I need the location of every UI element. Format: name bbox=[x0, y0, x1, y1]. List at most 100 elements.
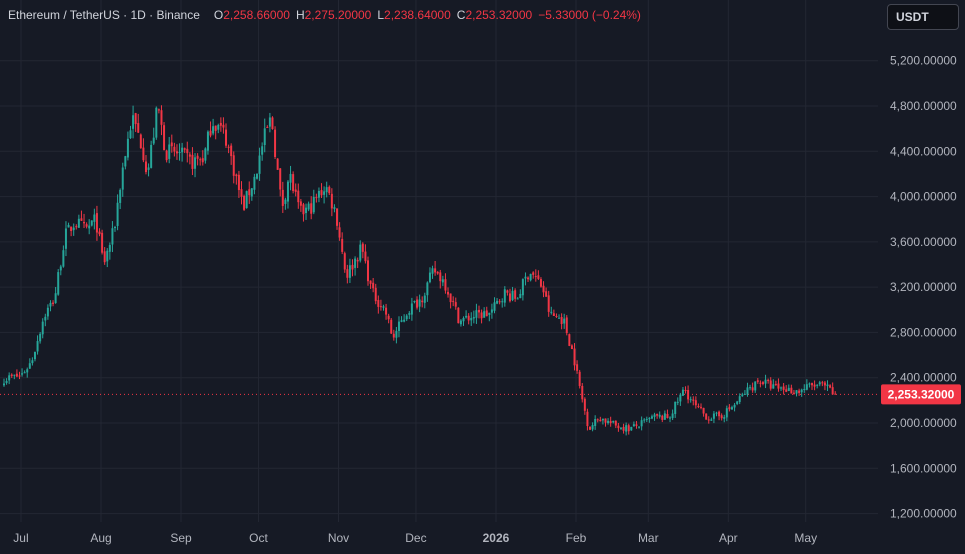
candle-body bbox=[341, 238, 344, 252]
x-axis: Jul Aug Sep Oct Nov Dec 2026 Feb Mar Apr May bbox=[13, 531, 817, 545]
candle-body bbox=[774, 383, 777, 385]
candle-body bbox=[730, 407, 733, 410]
candle-body bbox=[80, 218, 83, 221]
candle-body bbox=[465, 315, 468, 318]
candle-body bbox=[614, 420, 617, 426]
candle-body bbox=[83, 221, 86, 224]
candle-body bbox=[576, 364, 579, 371]
candle-body bbox=[428, 272, 431, 283]
candle-body bbox=[617, 425, 620, 429]
candle-body bbox=[692, 399, 695, 401]
candle-body bbox=[710, 419, 713, 421]
y-tick-label: 1,600.00000 bbox=[890, 461, 957, 475]
currency-button[interactable]: USDT bbox=[887, 4, 959, 30]
symbol-title[interactable]: Ethereum / TetherUS · 1D · Binance bbox=[8, 8, 200, 22]
candle-body bbox=[67, 224, 70, 228]
candle-body bbox=[545, 291, 548, 297]
price-tag bbox=[881, 384, 961, 405]
candle-body bbox=[589, 426, 592, 430]
open-label: O bbox=[213, 8, 224, 22]
candle-body bbox=[240, 189, 243, 197]
candle-body bbox=[85, 224, 88, 227]
candle-body bbox=[52, 302, 55, 304]
candle-body bbox=[697, 406, 700, 408]
candle-body bbox=[653, 414, 656, 417]
candle-body bbox=[410, 303, 413, 315]
candle-body bbox=[281, 189, 284, 206]
candle-body bbox=[132, 115, 135, 129]
candle-body bbox=[57, 272, 60, 295]
candle-body bbox=[527, 277, 530, 280]
candle-body bbox=[552, 313, 555, 316]
candle-body bbox=[687, 390, 690, 400]
candle-body bbox=[336, 208, 339, 226]
candle-body bbox=[333, 207, 336, 209]
candle-body bbox=[831, 387, 834, 395]
y-tick-label: 1,200.00000 bbox=[890, 507, 957, 521]
candle-body bbox=[581, 385, 584, 400]
candle-body bbox=[382, 306, 385, 308]
y-tick-label: 3,200.00000 bbox=[890, 280, 957, 294]
candle-body bbox=[292, 174, 295, 192]
candle-body bbox=[821, 382, 824, 384]
candle-body bbox=[418, 299, 421, 307]
candle-body bbox=[392, 333, 395, 338]
x-tick-label: Jul bbox=[13, 531, 28, 545]
candle-body bbox=[767, 379, 770, 382]
candle-body bbox=[480, 312, 483, 319]
candle-body bbox=[152, 137, 155, 144]
candle-body bbox=[700, 406, 703, 408]
candle-body bbox=[359, 244, 362, 261]
candle-body bbox=[558, 317, 561, 319]
candle-body bbox=[728, 407, 731, 410]
x-tick-label: Mar bbox=[638, 531, 659, 545]
candle-body bbox=[413, 301, 416, 303]
candle-body bbox=[483, 311, 486, 318]
candle-body bbox=[583, 398, 586, 411]
candle-body bbox=[521, 279, 524, 296]
candle-body bbox=[565, 317, 568, 334]
x-tick-label: Oct bbox=[249, 531, 268, 545]
candle-body bbox=[462, 317, 465, 322]
candle-body bbox=[338, 227, 341, 238]
candle-body bbox=[751, 387, 754, 391]
candle-body bbox=[62, 250, 65, 267]
candle-body bbox=[736, 401, 739, 404]
candle-body bbox=[447, 291, 450, 295]
candle-body bbox=[232, 155, 235, 176]
candle-body bbox=[312, 196, 315, 213]
candle-body bbox=[90, 220, 93, 226]
candle-body bbox=[516, 298, 519, 300]
candle-body bbox=[354, 258, 357, 268]
candle-body bbox=[95, 213, 98, 233]
candle-body bbox=[116, 202, 119, 226]
low-label: L bbox=[377, 8, 385, 22]
candle-body bbox=[54, 293, 57, 304]
candle-body bbox=[470, 318, 473, 321]
candle-body bbox=[702, 407, 705, 414]
candle-body bbox=[625, 425, 628, 432]
candle-body bbox=[315, 197, 318, 199]
candle-body bbox=[191, 154, 194, 169]
candle-body bbox=[738, 396, 741, 403]
candle-body bbox=[18, 375, 21, 377]
candle-body bbox=[555, 316, 558, 318]
candle-body bbox=[212, 126, 215, 134]
candle-body bbox=[813, 384, 816, 387]
candle-body bbox=[661, 415, 664, 420]
candle-body bbox=[351, 264, 354, 270]
candle-body bbox=[93, 214, 96, 222]
candle-body bbox=[818, 382, 821, 385]
candle-body bbox=[720, 415, 723, 419]
low-value: 2,238.64000 bbox=[384, 8, 451, 22]
candle-body bbox=[712, 413, 715, 419]
candle-body bbox=[488, 312, 491, 315]
candle-body bbox=[403, 319, 406, 322]
candle-body bbox=[245, 191, 248, 209]
candle-body bbox=[343, 253, 346, 270]
candle-body bbox=[284, 199, 287, 204]
candle-body bbox=[356, 259, 359, 262]
y-tick-label: 4,000.00000 bbox=[890, 190, 957, 204]
